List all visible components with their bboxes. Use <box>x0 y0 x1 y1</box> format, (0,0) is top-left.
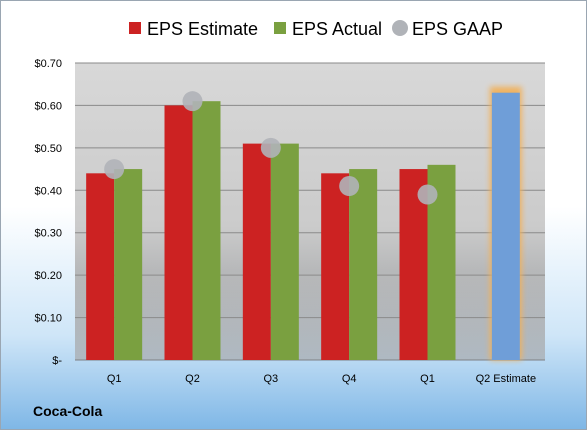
legend-label: EPS Estimate <box>147 19 258 39</box>
legend-label: EPS Actual <box>292 19 382 39</box>
bar-eps-actual <box>114 169 143 360</box>
company-label: Coca-Cola <box>33 403 103 419</box>
x-tick-label: Q1 <box>420 373 435 385</box>
legend-swatch <box>129 22 141 34</box>
marker-eps-gaap <box>104 159 125 180</box>
bar-eps-estimate <box>164 105 193 360</box>
bars <box>86 86 522 360</box>
plot-area-wash <box>75 63 545 360</box>
y-tick-label: $0.70 <box>34 58 62 70</box>
x-tick-label: Q3 <box>263 373 278 385</box>
y-tick-label: $0.50 <box>34 143 62 155</box>
bar-eps-estimate <box>242 143 271 360</box>
marker-eps-gaap <box>182 91 203 112</box>
y-tick-label: $0.20 <box>34 270 62 282</box>
marker-eps-gaap <box>260 137 281 158</box>
bar-eps-estimate <box>86 173 115 360</box>
legend-label: EPS GAAP <box>412 19 503 39</box>
bar-eps-actual <box>349 169 378 360</box>
bar-eps-actual <box>270 143 299 360</box>
y-axis-ticks: $- $0.10 $0.20 $0.30 $0.40 $0.50 $0.60 $0.70 <box>34 58 62 367</box>
gaap-markers <box>104 91 438 205</box>
x-tick-label: Q2 <box>185 373 200 385</box>
legend-swatch <box>392 20 408 36</box>
x-tick-label: Q2 Estimate <box>476 373 537 385</box>
legend-swatch <box>274 22 286 34</box>
x-tick-label: Q4 <box>342 373 357 385</box>
y-tick-label: $0.10 <box>34 313 62 325</box>
grid-lines <box>75 62 545 361</box>
y-tick-label: $- <box>52 355 62 367</box>
y-tick-label: $0.40 <box>34 185 62 197</box>
x-tick-label: Q1 <box>107 373 122 385</box>
marker-eps-gaap <box>339 176 360 197</box>
marker-eps-gaap <box>417 184 438 205</box>
y-tick-label: $0.30 <box>34 228 62 240</box>
bar-eps-next-estimate <box>491 92 520 360</box>
legend: EPS Estimate EPS Actual EPS GAAP <box>129 19 503 39</box>
x-axis-ticks: Q1 Q2 Q3 Q4 Q1 Q2 Estimate <box>107 373 536 385</box>
y-tick-label: $0.60 <box>34 100 62 112</box>
bar-eps-actual <box>192 101 221 360</box>
bar-eps-estimate <box>321 173 350 360</box>
